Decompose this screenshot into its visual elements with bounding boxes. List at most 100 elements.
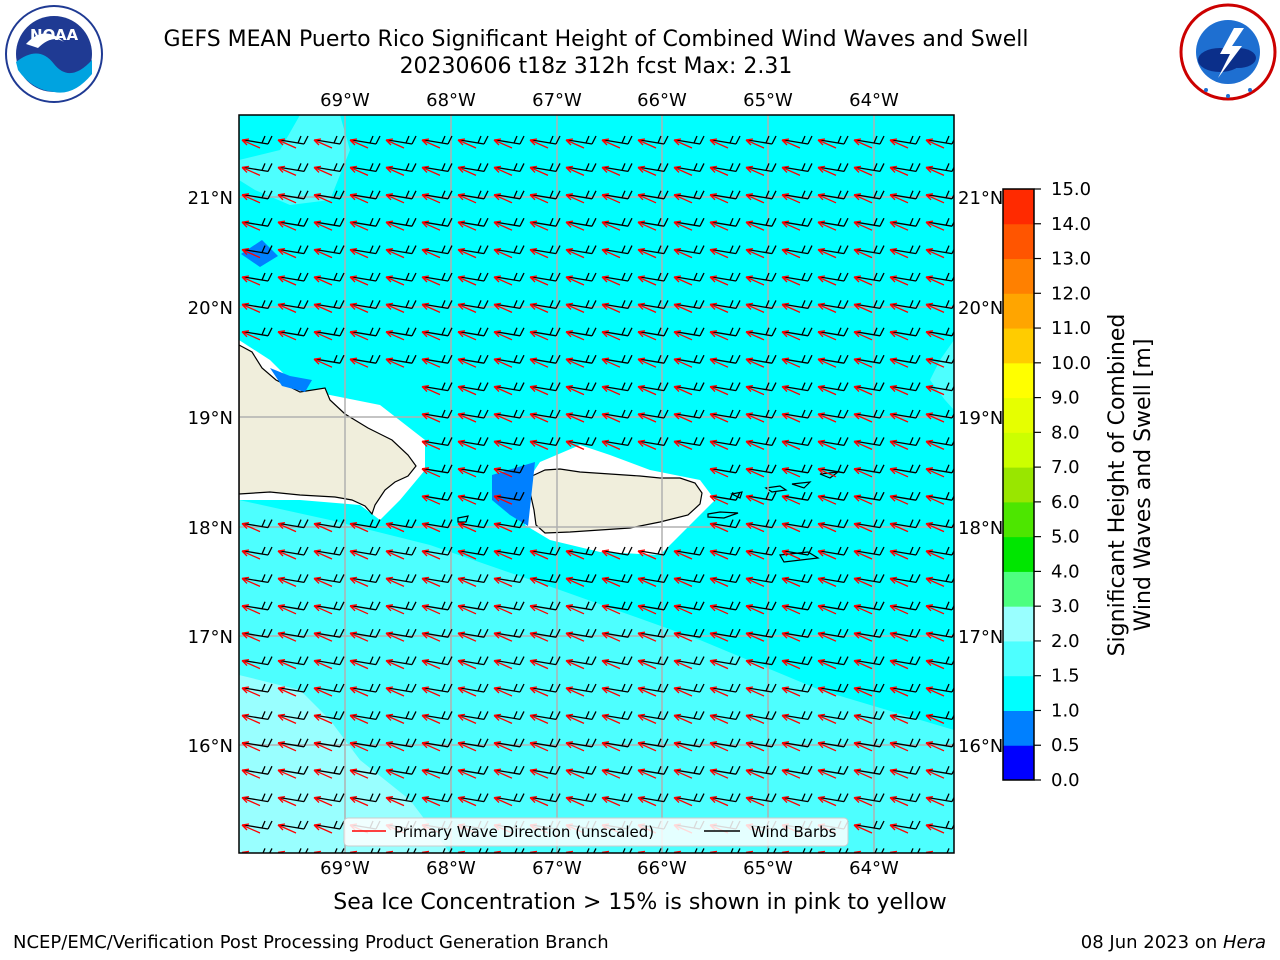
vector-glyph — [601, 574, 633, 587]
vector-glyph — [241, 519, 273, 533]
vector-glyph — [637, 683, 669, 697]
lat-label-left: 21°N — [188, 188, 233, 209]
vector-glyph — [565, 135, 597, 149]
colorbar-tick-label: 7.0 — [1051, 457, 1080, 478]
vector-glyph — [493, 135, 525, 149]
lat-label-left: 17°N — [188, 627, 233, 648]
vector-glyph — [277, 765, 309, 779]
vector-glyph — [601, 327, 633, 341]
sea-ice-note: Sea Ice Concentration > 15% is shown in … — [333, 890, 947, 915]
vector-glyph — [601, 382, 633, 396]
vector-glyph — [565, 601, 597, 615]
vector-glyph — [493, 327, 525, 341]
vector-glyph — [889, 190, 921, 204]
vector-glyph — [853, 354, 885, 368]
vector-glyph — [889, 272, 921, 286]
vector-glyph — [457, 601, 489, 615]
vector-glyph — [745, 491, 777, 505]
vector-glyph — [277, 217, 309, 231]
vector-glyph — [241, 711, 273, 724]
vector-glyph — [529, 409, 561, 423]
wave-vectors — [241, 135, 954, 888]
latitude-labels-left: 21°N 20°N 19°N 18°N 17°N 16°N — [188, 188, 233, 757]
colorbar-tick-label: 15.0 — [1051, 179, 1091, 200]
colorbar-segment — [1003, 189, 1034, 225]
vector-glyph — [781, 711, 813, 724]
colorbar-segment — [1003, 710, 1034, 746]
vector-glyph — [529, 628, 561, 642]
vector-glyph — [853, 272, 885, 286]
vector-glyph — [709, 163, 741, 176]
colorbar-segment — [1003, 745, 1034, 781]
vector-glyph — [745, 327, 777, 341]
vector-glyph — [349, 546, 381, 560]
vector-glyph — [529, 437, 561, 450]
colorbar-frame — [1002, 188, 1035, 781]
vector-glyph — [493, 190, 525, 204]
vector-glyph — [709, 546, 741, 560]
vector-glyph — [673, 683, 705, 697]
vector-glyph — [457, 491, 489, 505]
swell-band-medium — [239, 500, 954, 853]
vector-glyph — [925, 711, 954, 724]
vector-glyph — [385, 601, 417, 615]
vector-glyph — [457, 327, 489, 341]
vector-glyph — [529, 163, 561, 176]
vector-glyph — [529, 601, 561, 615]
footer-branch: NCEP/EMC/Verification Post Processing Pr… — [13, 932, 609, 953]
vector-glyph — [889, 300, 921, 313]
vector-glyph — [349, 628, 381, 642]
map-area — [239, 115, 954, 888]
vector-glyph — [889, 245, 921, 259]
vector-glyph — [349, 163, 381, 176]
vector-glyph — [277, 519, 309, 533]
vector-glyph — [349, 683, 381, 697]
vector-glyph — [457, 163, 489, 176]
vector-glyph — [277, 300, 309, 313]
vector-glyph — [781, 793, 813, 807]
lon-label-top: 65°W — [743, 90, 793, 111]
vector-glyph — [673, 190, 705, 204]
vector-glyph — [853, 765, 885, 779]
lon-label-bottom: 67°W — [532, 858, 582, 879]
vector-glyph — [313, 793, 345, 807]
vector-glyph — [565, 272, 597, 286]
vector-glyph — [781, 300, 813, 313]
vector-glyph — [710, 876, 740, 888]
vector-glyph — [241, 245, 273, 259]
colorbar-tick-label: 9.0 — [1051, 388, 1080, 409]
vector-glyph — [601, 217, 633, 231]
vector-glyph — [457, 190, 489, 204]
vector-glyph — [925, 683, 954, 697]
vector-glyph — [421, 574, 453, 587]
vector-glyph — [457, 409, 489, 423]
vector-glyph — [385, 628, 417, 642]
vector-glyph — [745, 601, 777, 615]
vector-glyph — [889, 135, 921, 149]
vector-glyph — [529, 793, 561, 807]
vector-glyph — [385, 574, 417, 587]
vector-glyph — [313, 765, 345, 779]
vector-glyph — [421, 163, 453, 176]
vector-glyph — [242, 876, 272, 888]
vector-glyph — [673, 574, 705, 587]
colorbar-tick-label: 10.0 — [1051, 353, 1091, 374]
lon-label-top: 66°W — [637, 90, 687, 111]
vector-glyph — [493, 409, 525, 423]
vector-glyph — [457, 300, 489, 313]
vector-glyph — [565, 574, 597, 587]
legend-wave-label: Primary Wave Direction (unscaled) — [394, 823, 654, 841]
vector-glyph — [853, 656, 885, 670]
vector-glyph — [745, 300, 777, 313]
vector-glyph — [601, 272, 633, 286]
vector-glyph — [493, 711, 525, 724]
vector-glyph — [421, 765, 453, 779]
vector-glyph — [385, 656, 417, 670]
vector-glyph — [349, 135, 381, 149]
lat-label-left: 20°N — [188, 298, 233, 319]
vector-glyph — [745, 135, 777, 149]
vector-glyph — [385, 327, 417, 341]
vector-glyph — [745, 683, 777, 697]
vector-glyph — [709, 437, 741, 450]
